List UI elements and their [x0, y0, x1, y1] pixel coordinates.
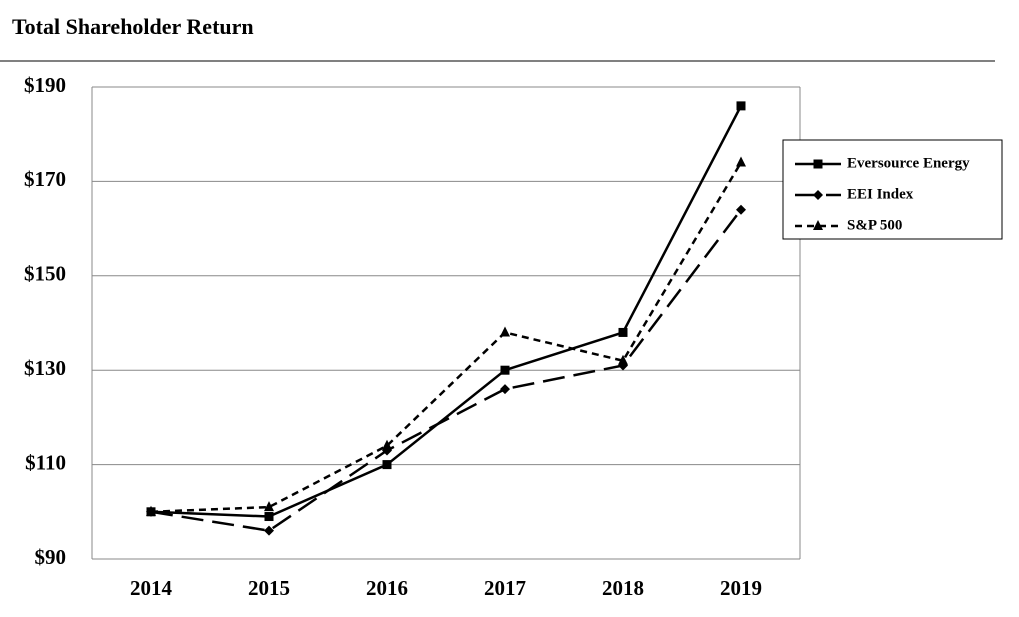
marker	[500, 326, 510, 337]
x-tick-label: 2016	[366, 576, 408, 600]
legend-label: EEI Index	[847, 186, 914, 202]
series-line	[150, 105, 743, 518]
x-tick-label: 2015	[248, 576, 290, 600]
marker	[813, 220, 823, 230]
y-tick-label: $130	[24, 356, 66, 380]
x-tick-label: 2017	[484, 576, 526, 600]
legend-label: S&P 500	[847, 217, 902, 233]
x-tick-label: 2014	[130, 576, 173, 600]
marker	[382, 439, 392, 450]
marker	[736, 204, 746, 215]
x-tick-label: 2019	[720, 576, 762, 600]
marker	[146, 505, 156, 516]
y-tick-label: $90	[35, 545, 67, 569]
marker	[813, 159, 823, 169]
marker	[618, 354, 628, 365]
marker	[500, 384, 510, 395]
legend-box	[782, 139, 1003, 240]
legend-label: Eversource Energy	[847, 155, 970, 171]
y-tick-label: $190	[24, 73, 66, 97]
series-line	[150, 208, 742, 532]
marker	[264, 512, 274, 522]
marker	[618, 327, 628, 337]
y-tick-label: $170	[24, 167, 66, 191]
x-tick-label: 2018	[602, 576, 644, 600]
marker	[264, 525, 274, 536]
marker	[500, 365, 510, 375]
marker	[736, 156, 746, 167]
y-tick-label: $110	[25, 450, 66, 474]
marker	[382, 460, 392, 470]
marker	[264, 501, 274, 512]
marker	[736, 101, 746, 111]
marker	[813, 190, 823, 200]
y-tick-label: $150	[24, 262, 66, 286]
series-line	[150, 161, 743, 514]
chart-title: Total Shareholder Return	[12, 14, 254, 39]
